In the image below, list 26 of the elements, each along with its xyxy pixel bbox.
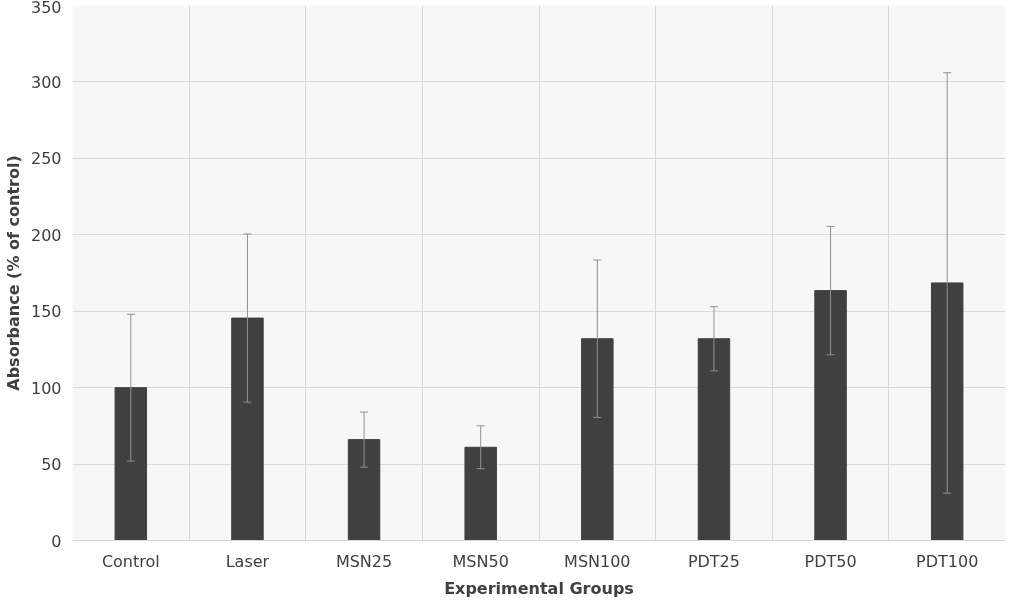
y-axis-title: Absorbance (% of control): [3, 155, 23, 391]
y-tick-label: 150: [30, 302, 62, 322]
bar: [464, 446, 497, 541]
x-tick-label: PDT50: [804, 551, 857, 571]
y-tick-label: 0: [51, 531, 62, 551]
x-tick-label: PDT25: [687, 551, 740, 571]
x-tick-label: MSN25: [335, 551, 393, 571]
bar: [697, 338, 731, 541]
y-tick-label: 200: [30, 225, 62, 245]
y-tick-label: 300: [30, 72, 62, 92]
x-tick-label: PDT100: [916, 551, 979, 571]
x-tick-label: MSN50: [452, 551, 509, 571]
y-tick-label: 50: [41, 455, 62, 475]
x-axis-title: Experimental Groups: [444, 578, 634, 598]
bar: [930, 282, 964, 541]
x-tick-label: Control: [101, 551, 160, 571]
bar: [347, 439, 381, 541]
y-tick-label: 100: [30, 378, 62, 398]
bar: [231, 317, 264, 541]
bar: [814, 290, 847, 541]
x-tick-label: Laser: [225, 551, 270, 571]
y-tick-label: 250: [30, 149, 62, 169]
bar: [114, 387, 148, 541]
x-tick-label: MSN100: [564, 551, 631, 571]
bar: [581, 338, 614, 541]
y-tick-label: 350: [30, 0, 62, 17]
